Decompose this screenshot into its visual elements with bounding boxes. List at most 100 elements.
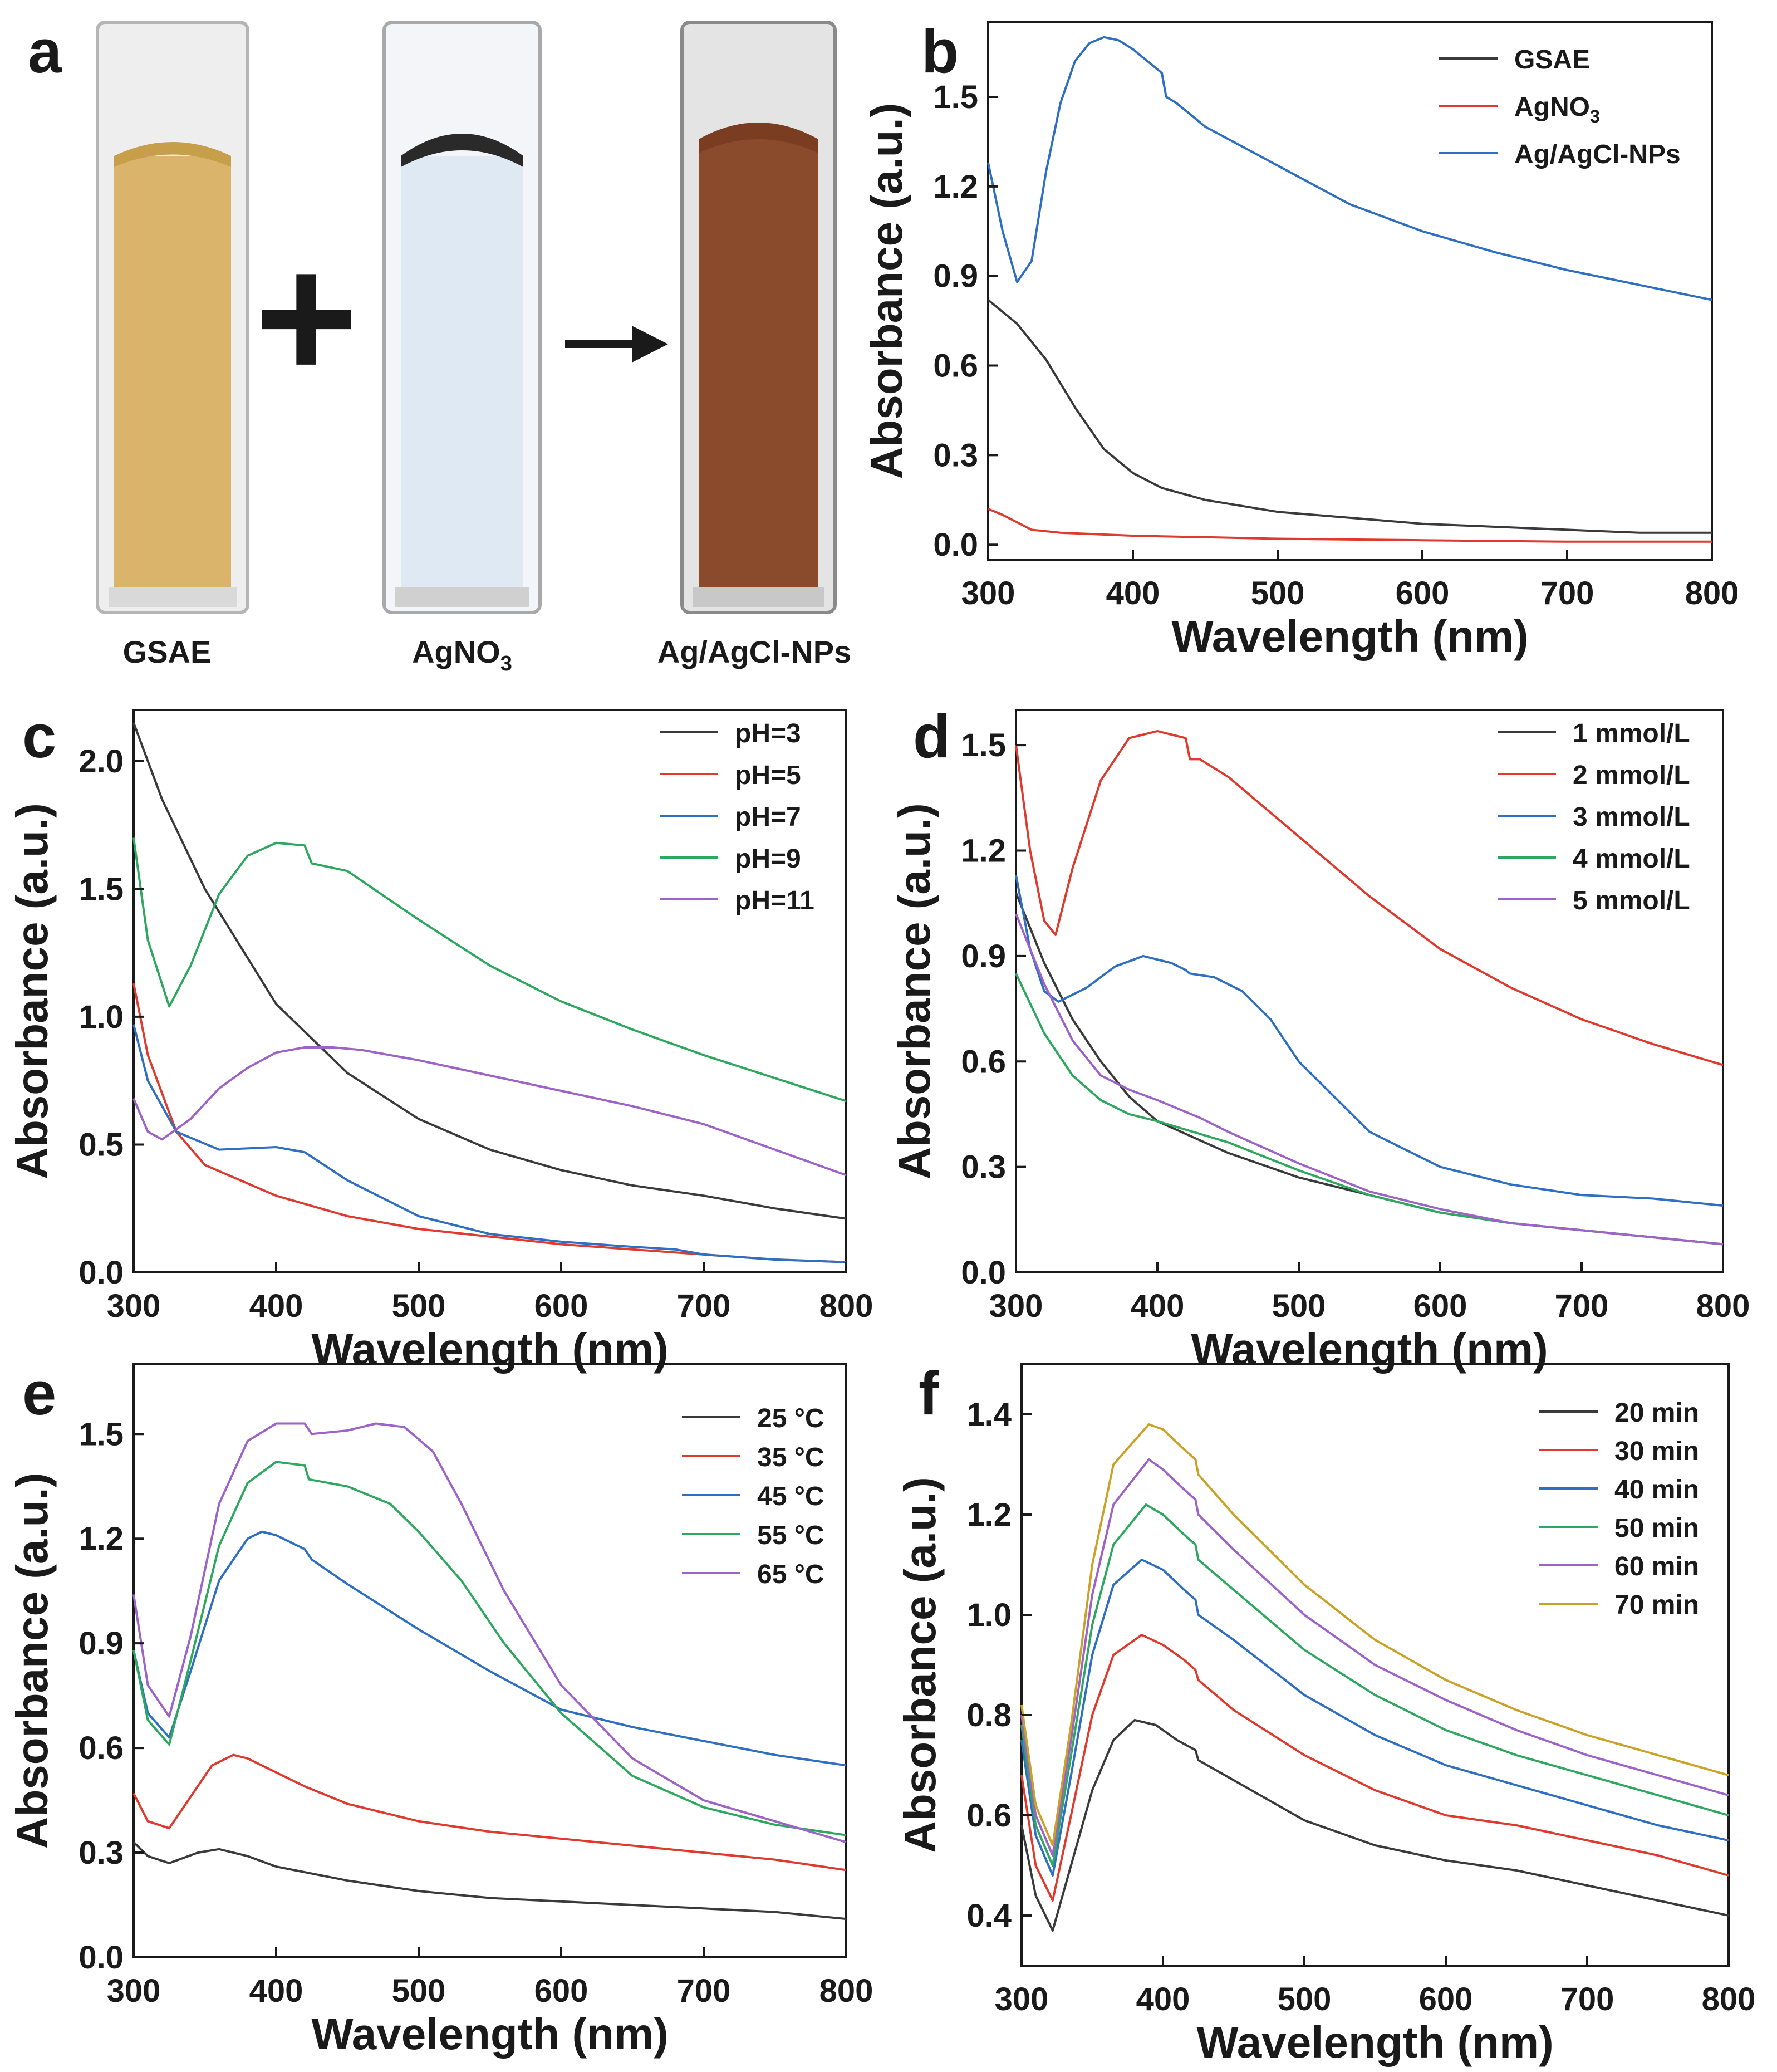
- y-tick-label-e-2: 0.6: [78, 1730, 124, 1766]
- series-line-d-2: [1015, 875, 1724, 1207]
- legend-label-e-4: 65 °C: [757, 1560, 824, 1589]
- series-line-e-1: [132, 1753, 847, 1872]
- legend-label-c-1: pH=5: [735, 761, 801, 790]
- cuvette-gsae-meniscus: [114, 142, 231, 167]
- y-axis-title-d: Absorbance (a.u.): [890, 803, 939, 1179]
- y-tick-label-d-4: 1.2: [961, 833, 1006, 869]
- series-line-d-4: [1015, 913, 1724, 1246]
- chart-panel-d: d 300 400 500 600 700 800 0.0 0.3 0.6 0.9 1.2 1.5 Wav…: [890, 702, 1750, 1374]
- series-line-e-4: [132, 1422, 847, 1844]
- y-tick-label-d-0: 0.0: [961, 1255, 1006, 1291]
- x-tick-label-c-4: 700: [677, 1288, 731, 1324]
- panel-label-b: b: [921, 17, 959, 86]
- legend-label-f-3: 50 min: [1614, 1513, 1699, 1543]
- y-tick-label-b-4: 1.2: [933, 169, 978, 205]
- cuvette-agno3-liquid: [401, 156, 523, 587]
- cuvette-ag-agcl-meniscus: [699, 123, 818, 153]
- panel-label-d: d: [913, 702, 950, 771]
- x-tick-label-e-0: 300: [107, 1973, 161, 2009]
- cuvette-ag-agcl-label: Ag/AgCl-NPs: [657, 634, 851, 669]
- x-tick-label-d-1: 400: [1131, 1288, 1185, 1324]
- y-tick-label-f-1: 0.6: [966, 1797, 1012, 1834]
- reaction-arrow: [565, 326, 668, 363]
- series-line-c-3: [132, 837, 847, 1103]
- x-tick-label-c-1: 400: [249, 1288, 303, 1324]
- plot-frame-b: [987, 21, 1713, 561]
- x-axis-title-f: Wavelength (nm): [1196, 2017, 1553, 2067]
- plot-frame-e: [132, 1363, 847, 1958]
- x-tick-label-d-4: 700: [1555, 1288, 1609, 1324]
- x-tick-label-e-2: 500: [392, 1973, 446, 2009]
- y-tick-label-f-0: 0.4: [966, 1898, 1012, 1934]
- x-tick-label-b-3: 600: [1396, 575, 1450, 611]
- y-tick-label-e-5: 1.5: [78, 1416, 124, 1452]
- y-tick-label-d-5: 1.5: [961, 727, 1006, 763]
- legend-label-f-0: 20 min: [1614, 1398, 1699, 1428]
- legend-label-f-5: 70 min: [1614, 1590, 1699, 1620]
- cuvette-gsae-label: GSAE: [123, 634, 212, 669]
- series-line-b-2: [987, 36, 1712, 301]
- x-tick-label-c-0: 300: [107, 1288, 161, 1324]
- y-tick-label-e-3: 0.9: [78, 1625, 124, 1662]
- series-line-f-4: [1020, 1458, 1729, 1857]
- y-tick-label-c-0: 0.0: [78, 1255, 124, 1291]
- y-tick-label-c-4: 2.0: [78, 743, 124, 780]
- y-tick-label-d-2: 0.6: [961, 1044, 1006, 1080]
- x-tick-label-d-3: 600: [1413, 1288, 1467, 1324]
- chart-panel-f: f 300 400 500 600 700 800 0.4 0.6 0.8 1.0 1.2 1.4 Wav…: [895, 1359, 1755, 2067]
- y-tick-label-f-3: 1.0: [966, 1597, 1012, 1633]
- x-tick-label-f-1: 400: [1136, 1981, 1190, 2017]
- x-tick-label-e-5: 800: [819, 1973, 873, 2009]
- x-tick-label-f-3: 600: [1419, 1981, 1473, 2017]
- legend-label-e-0: 25 °C: [757, 1404, 824, 1433]
- reaction-arrow-head: [632, 326, 668, 363]
- cuvette-agno3-label-sub: 3: [500, 652, 512, 675]
- x-tick-label-d-5: 800: [1696, 1288, 1750, 1324]
- series-line-f-1: [1020, 1634, 1729, 1902]
- series-line-f-2: [1020, 1559, 1729, 1877]
- cuvette-agno3-base: [395, 587, 529, 607]
- x-tick-label-b-1: 400: [1106, 575, 1160, 611]
- series-line-e-3: [132, 1461, 847, 1836]
- y-tick-label-c-1: 0.5: [78, 1126, 124, 1163]
- legend-label-f-2: 40 min: [1614, 1475, 1699, 1505]
- series-line-e-2: [132, 1530, 847, 1767]
- x-tick-label-b-4: 700: [1540, 575, 1594, 611]
- legend-label-b-1: AgNO3: [1514, 92, 1600, 126]
- x-tick-label-f-5: 800: [1702, 1981, 1756, 2017]
- charts-layer: b 300 400 500 600 700 800 0.0 0.3 0.6 0.9 1.2 1.5 Wav…: [7, 17, 1755, 2067]
- x-axis-title-b: Wavelength (nm): [1171, 611, 1528, 661]
- y-tick-label-c-3: 1.5: [78, 871, 124, 907]
- series-line-e-0: [132, 1841, 847, 1921]
- x-axis-title-c: Wavelength (nm): [311, 1324, 668, 1374]
- series-line-d-1: [1015, 729, 1724, 1066]
- x-tick-label-c-3: 600: [534, 1288, 588, 1324]
- legend-label-f-4: 60 min: [1614, 1552, 1699, 1581]
- panel-label-e: e: [22, 1359, 56, 1428]
- cuvette-gsae: [96, 21, 249, 614]
- panel-a-photos: a + GSAE AgNO3 Ag/AgCl-NPs: [28, 17, 851, 675]
- y-tick-label-f-2: 0.8: [966, 1697, 1012, 1733]
- series-line-c-4: [132, 1046, 847, 1177]
- legend-label-d-0: 1 mmol/L: [1573, 719, 1690, 748]
- x-tick-label-f-2: 500: [1278, 1981, 1332, 2017]
- series-line-f-0: [1020, 1719, 1729, 1932]
- x-tick-label-f-0: 300: [995, 1981, 1049, 2017]
- y-tick-label-f-5: 1.4: [966, 1397, 1012, 1433]
- legend-label-f-1: 30 min: [1614, 1437, 1699, 1466]
- plot-frame-d: [1015, 709, 1724, 1273]
- cuvette-agno3-label: AgNO3: [412, 634, 512, 675]
- chart-panel-b: b 300 400 500 600 700 800 0.0 0.3 0.6 0.9 1.2 1.5 Wav…: [862, 17, 1739, 661]
- series-line-f-3: [1020, 1503, 1729, 1867]
- cuvette-gsae-base: [109, 587, 237, 607]
- cuvette-ag-agcl-base: [693, 587, 824, 607]
- plot-frame-f: [1020, 1363, 1730, 1967]
- chart-panel-c: c 300 400 500 600 700 800 0.0 0.5 1.0 1.5 2.0 Wavele…: [7, 702, 873, 1374]
- y-tick-label-b-1: 0.3: [933, 437, 978, 473]
- legend-label-e-1: 35 °C: [757, 1443, 824, 1472]
- y-tick-label-d-3: 0.9: [961, 938, 1006, 974]
- legend-label-d-4: 5 mmol/L: [1573, 886, 1690, 915]
- legend-label-c-0: pH=3: [735, 719, 801, 748]
- plus-sign: +: [254, 217, 359, 417]
